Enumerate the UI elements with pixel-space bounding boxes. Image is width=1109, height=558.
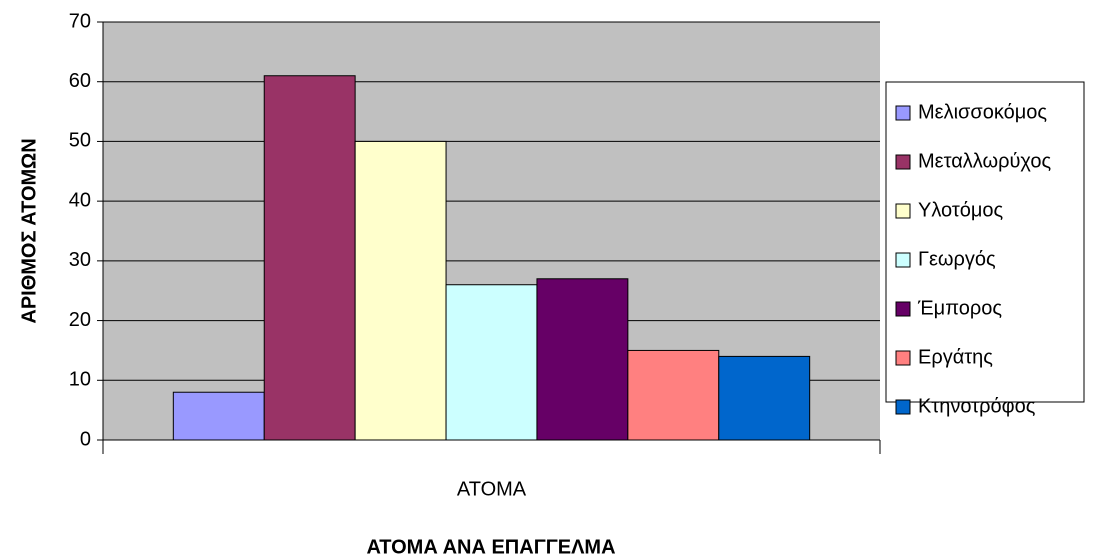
legend-label: Μελισσοκόμος <box>918 101 1047 123</box>
bar <box>445 284 538 441</box>
y-axis-title: ΑΡΙΘΜΟΣ ΑΤΟΜΩΝ <box>18 138 40 323</box>
bar <box>354 140 447 441</box>
legend-swatch <box>895 350 911 366</box>
legend-swatch <box>895 154 911 170</box>
legend <box>885 81 1085 403</box>
chart-title: ΑΤΟΜΑ ΑΝΑ ΕΠΑΓΓΕΛΜΑ <box>366 536 615 558</box>
legend-label: Έμπορος <box>917 297 1002 319</box>
legend-label: Κτηνοτρόφος <box>918 395 1036 417</box>
bar <box>718 355 811 441</box>
y-tick-label: 20 <box>69 309 91 331</box>
legend-swatch <box>895 301 911 317</box>
bar <box>536 278 629 441</box>
y-tick-label: 10 <box>69 369 91 391</box>
legend-swatch <box>895 252 911 268</box>
x-tick-label: ΑΤΟΜΑ <box>457 478 527 500</box>
legend-swatch <box>895 105 911 121</box>
legend-label: Μεταλλωρύχος <box>918 150 1051 172</box>
legend-swatch <box>895 399 911 415</box>
bar <box>172 391 265 441</box>
y-tick-label: 70 <box>69 10 91 32</box>
y-tick-label: 0 <box>80 428 91 450</box>
legend-label: Γεωργός <box>918 248 996 270</box>
legend-label: Υλοτόμος <box>918 199 1004 221</box>
bar <box>627 349 720 441</box>
legend-swatch <box>895 203 911 219</box>
bar <box>263 75 356 441</box>
legend-label: Εργάτης <box>918 346 993 368</box>
y-tick-label: 40 <box>69 189 91 211</box>
y-tick-label: 30 <box>69 249 91 271</box>
y-tick-label: 50 <box>69 130 91 152</box>
y-tick-label: 60 <box>69 70 91 92</box>
